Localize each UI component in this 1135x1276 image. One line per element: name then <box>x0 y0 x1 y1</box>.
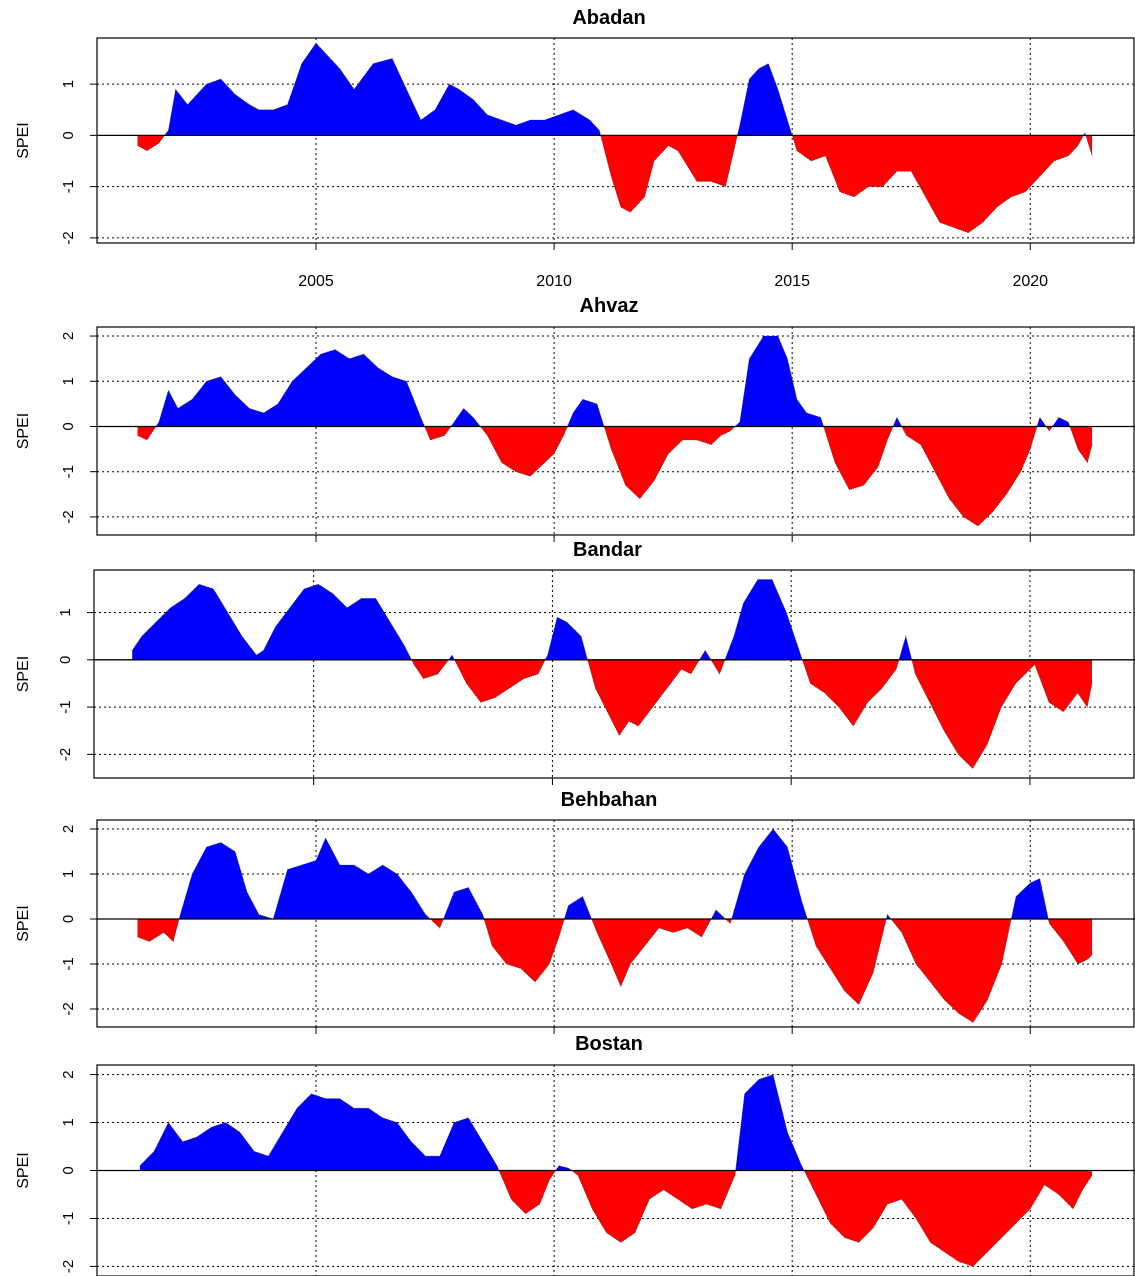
panel-title: Bandar <box>573 539 642 561</box>
x-tick-label: 2005 <box>298 273 334 290</box>
y-tick-label: -1 <box>60 465 77 478</box>
plot-frame <box>96 37 1135 244</box>
spei-negative-area <box>137 919 1093 1023</box>
panel-title: Ahvaz <box>580 295 639 317</box>
spei-positive-area <box>139 1074 1093 1171</box>
panel-title: Bostan <box>575 1033 643 1055</box>
spei-series-line <box>137 42 1093 234</box>
panel-behbahan: Behbahan SPEI -2 -1 0 1 2 <box>15 789 1135 1034</box>
y-axis-label: SPEI <box>15 905 32 941</box>
x-tick-label: 2020 <box>1012 273 1048 290</box>
panel-title: Behbahan <box>561 789 658 811</box>
spei-positive-area <box>137 336 1093 427</box>
spei-positive-area <box>137 829 1093 919</box>
y-axis-label: SPEI <box>15 413 32 449</box>
y-axis-label: SPEI <box>15 1152 32 1188</box>
y-tick-label: 0 <box>60 422 77 430</box>
y-axis-label: SPEI <box>15 122 32 158</box>
y-tick-label: -2 <box>60 1002 77 1015</box>
y-tick-label: 0 <box>60 1166 77 1174</box>
y-tick-label: -1 <box>60 180 77 193</box>
plot-frame <box>93 569 1135 779</box>
y-tick-label: 2 <box>60 332 77 340</box>
x-tick-label: 2015 <box>774 273 810 290</box>
y-tick-label: 0 <box>57 656 74 664</box>
plot-frame <box>96 819 1135 1028</box>
y-axis-label: SPEI <box>15 656 32 692</box>
y-tick-label: 0 <box>60 915 77 923</box>
y-tick-label: -2 <box>60 1260 77 1273</box>
y-tick-label: 0 <box>60 131 77 139</box>
panel-ahvaz: Ahvaz SPEI -2 -1 0 1 2 <box>15 295 1135 542</box>
x-tick-label: 2010 <box>536 273 572 290</box>
y-tick-label: 2 <box>60 825 77 833</box>
spei-series-line <box>137 828 1093 1023</box>
spei-negative-area <box>132 659 1092 769</box>
spei-series-line <box>139 1074 1093 1267</box>
y-tick-label: -1 <box>60 957 77 970</box>
y-tick-label: -2 <box>60 231 77 244</box>
spei-positive-area <box>132 579 1092 660</box>
spei-negative-area <box>137 426 1093 526</box>
y-tick-label: -1 <box>57 700 74 713</box>
y-tick-label: -2 <box>57 748 74 761</box>
y-tick-label: -2 <box>60 510 77 523</box>
spei-positive-area <box>137 43 1093 136</box>
y-tick-label: 1 <box>60 80 77 88</box>
y-tick-label: 1 <box>60 1118 77 1126</box>
y-tick-label: 2 <box>60 1070 77 1078</box>
spei-negative-area <box>137 135 1093 233</box>
y-tick-label: 1 <box>60 870 77 878</box>
spei-negative-area <box>139 1170 1093 1267</box>
plot-frame <box>96 326 1135 536</box>
spei-series-line <box>131 579 1093 769</box>
y-tick-label: 1 <box>57 608 74 616</box>
spei-series-line <box>137 335 1093 527</box>
panel-bostan: Bostan SPEI -2 -1 0 1 2 <box>15 1033 1135 1276</box>
y-tick-label: 1 <box>60 377 77 385</box>
y-tick-label: -1 <box>60 1212 77 1225</box>
panel-title: Abadan <box>572 7 645 29</box>
panel-abadan: Abadan SPEI -2 -1 0 1 2005 2010 2015 2020 <box>15 7 1135 290</box>
panel-bandar: Bandar SPEI -2 -1 0 1 <box>15 539 1135 785</box>
